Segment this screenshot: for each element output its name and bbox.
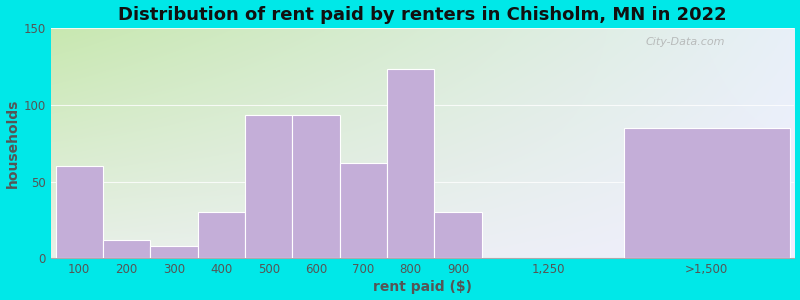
Bar [55, 166, 103, 258]
Bar [624, 128, 790, 258]
Bar [103, 240, 150, 258]
Text: City-Data.com: City-Data.com [646, 37, 726, 47]
Title: Distribution of rent paid by renters in Chisholm, MN in 2022: Distribution of rent paid by renters in … [118, 6, 727, 24]
Bar [434, 212, 482, 258]
Bar [292, 116, 340, 258]
X-axis label: rent paid ($): rent paid ($) [373, 280, 472, 294]
Bar [150, 246, 198, 258]
Y-axis label: households: households [6, 98, 19, 188]
Bar [387, 69, 434, 258]
Bar [198, 212, 245, 258]
Bar [340, 163, 387, 258]
Bar [245, 116, 292, 258]
